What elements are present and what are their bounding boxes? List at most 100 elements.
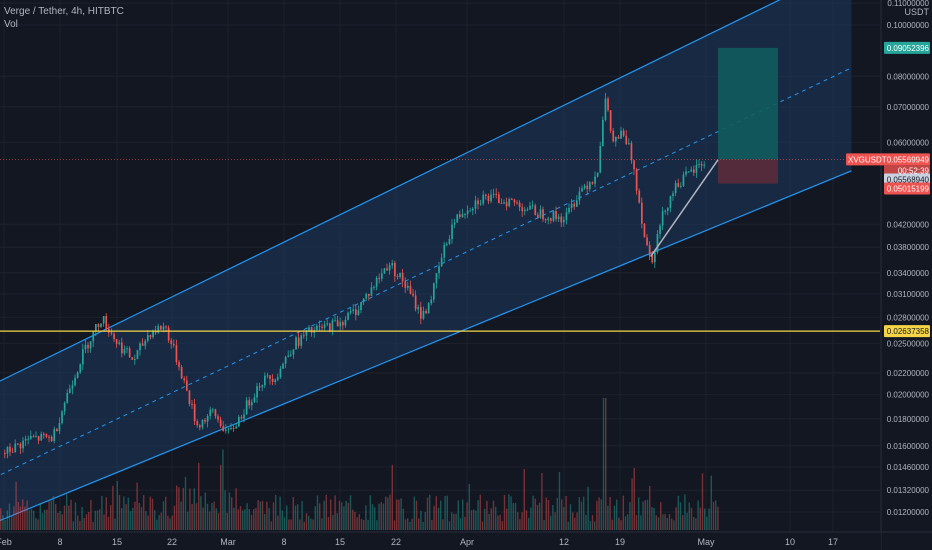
price-label-text: 0.05568940: [887, 175, 930, 184]
candle-body: [17, 443, 19, 445]
volume-bar: [264, 514, 266, 530]
volume-bar: [253, 509, 255, 530]
volume-bar: [321, 518, 323, 530]
volume-bar: [717, 506, 719, 530]
volume-bar: [407, 518, 409, 530]
volume-bar: [400, 498, 402, 530]
candle-body: [245, 400, 248, 415]
x-tick-label: 15: [335, 537, 345, 547]
parallel-channel-fill: [0, 0, 852, 521]
volume-bar: [486, 500, 488, 530]
volume-bar: [123, 496, 125, 530]
volume-bar: [85, 514, 88, 530]
candle-body: [440, 257, 443, 267]
candle-body: [693, 169, 695, 173]
candle-body: [362, 298, 365, 303]
candle-body: [271, 378, 274, 383]
candle-body: [638, 190, 641, 203]
candle-body: [113, 333, 115, 340]
price-label-bg: [884, 41, 930, 54]
candle-body: [123, 349, 126, 354]
volume-bar: [521, 512, 523, 530]
volume-bar: [180, 501, 182, 530]
volume-bar: [426, 497, 429, 530]
volume-indicator-label[interactable]: Vol: [4, 19, 18, 30]
volume-bar: [222, 449, 224, 530]
volume-bar: [220, 464, 222, 530]
x-tick-label: 12: [559, 537, 569, 547]
candle-body: [110, 332, 113, 334]
candle-body: [170, 340, 173, 345]
volume-bar: [550, 515, 552, 530]
volume-bar: [624, 516, 627, 530]
candle-body: [404, 281, 407, 288]
volume-bar: [147, 515, 149, 530]
volume-bar: [44, 509, 46, 530]
volume-bar: [640, 515, 642, 530]
candle-body: [394, 262, 396, 277]
volume-bar: [420, 510, 422, 530]
y-tick-label: 0.01800000: [887, 415, 930, 424]
volume-bar: [695, 518, 697, 530]
candle-body: [695, 164, 698, 173]
candle-body: [149, 335, 152, 338]
volume-bar: [429, 494, 431, 530]
volume-bar: [631, 478, 633, 530]
volume-bar: [655, 515, 657, 530]
volume-bar: [149, 496, 151, 530]
candle-body: [82, 349, 84, 365]
candle-body: [160, 326, 162, 330]
candle-body: [139, 343, 141, 351]
candle-body: [687, 171, 690, 173]
symbol-title[interactable]: Verge / Tether, 4h, HITBTC: [4, 6, 124, 17]
volume-bar: [277, 515, 279, 530]
volume-bar: [110, 505, 112, 530]
volume-bar: [103, 514, 105, 530]
volume-bar: [609, 497, 611, 530]
candle-body: [674, 183, 677, 194]
candle-body: [568, 207, 570, 213]
volume-bar: [662, 514, 664, 530]
candle-body: [128, 348, 131, 358]
candle-body: [102, 316, 105, 324]
candle-body: [206, 415, 209, 422]
candle-body: [479, 203, 482, 205]
volume-bar: [68, 505, 70, 530]
candle-body: [604, 98, 607, 120]
volume-bar: [22, 499, 24, 530]
candle-body: [443, 244, 446, 258]
volume-bar: [510, 496, 512, 530]
volume-bar: [248, 508, 250, 530]
candle-body: [381, 273, 383, 279]
volume-bar: [134, 501, 136, 530]
volume-bar: [532, 495, 534, 530]
axis-currency-label: USDT: [904, 7, 930, 17]
candle-body: [30, 436, 32, 439]
volume-bar: [393, 520, 396, 530]
volume-bar: [686, 512, 688, 530]
volume-bar: [642, 501, 644, 530]
volume-bar: [391, 464, 393, 530]
candle-body: [58, 423, 61, 432]
volume-bar: [200, 496, 202, 530]
price-label-bg: [884, 182, 930, 195]
candle-body: [516, 202, 518, 204]
candle-body: [459, 214, 461, 217]
candle-body: [542, 209, 544, 220]
candle-body: [204, 419, 206, 422]
volume-bar: [684, 494, 686, 530]
candle-body: [352, 309, 355, 311]
candle-body: [617, 137, 620, 139]
volume-bar: [327, 517, 330, 530]
candle-body: [69, 388, 71, 394]
volume-bar: [545, 497, 547, 530]
volume-bar: [479, 494, 481, 530]
candle-body: [560, 216, 563, 223]
volume-bar: [92, 521, 94, 530]
candle-body: [490, 194, 492, 202]
candle-body: [209, 409, 212, 416]
candle-body: [615, 137, 617, 142]
candle-body: [173, 344, 175, 346]
volume-bar: [501, 521, 503, 530]
